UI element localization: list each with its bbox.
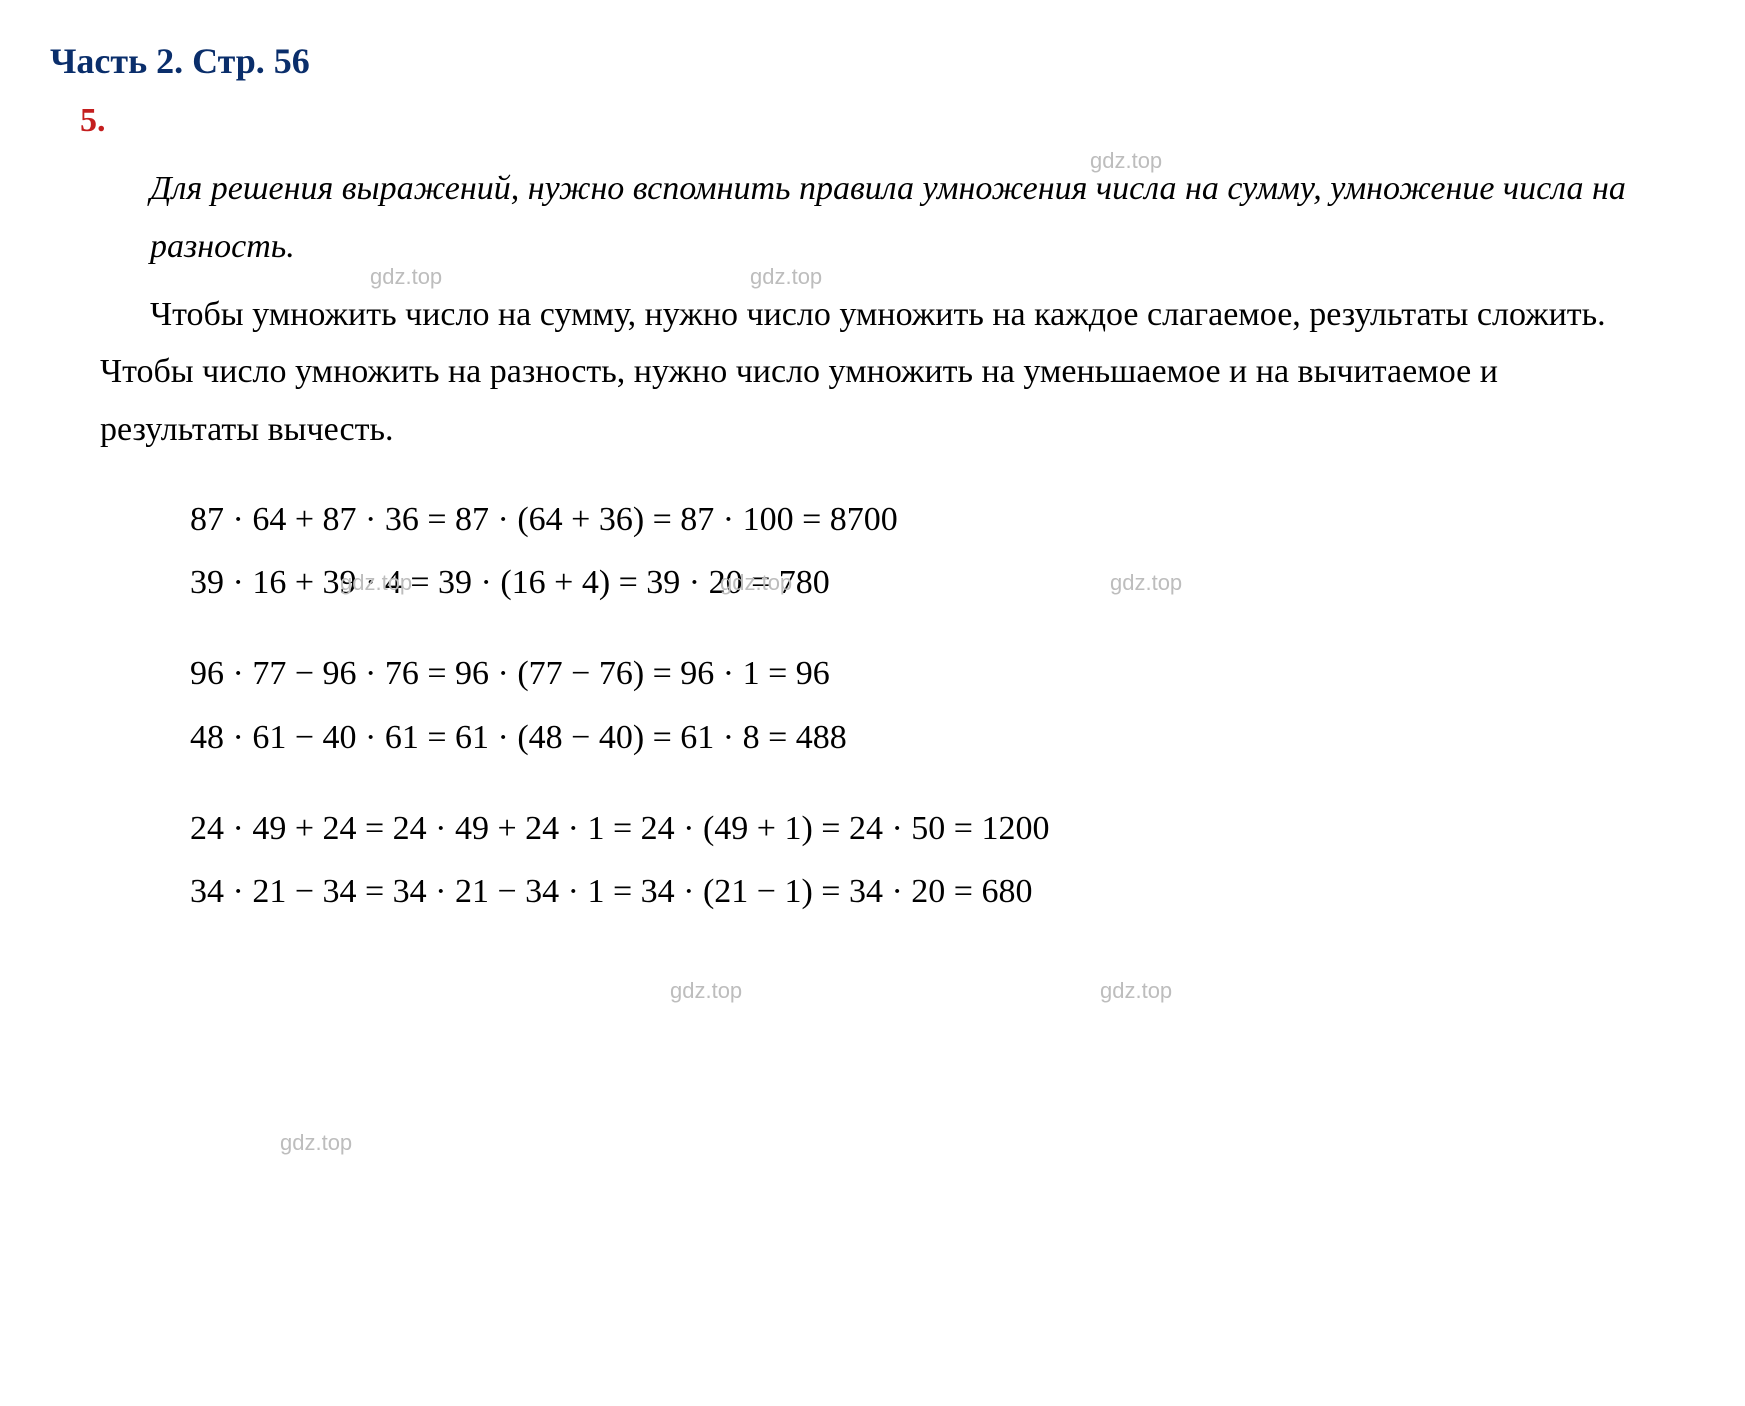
problem-number: 5. xyxy=(80,102,1695,140)
equation-line: 24 · 49 + 24 = 24 · 49 + 24 · 1 = 24 · (… xyxy=(190,798,1695,859)
equation-block-1: 87 · 64 + 87 · 36 = 87 · (64 + 36) = 87 … xyxy=(190,489,1695,613)
italic-paragraph: Для решения выражений, нужно вспомнить п… xyxy=(150,160,1645,276)
page-content: gdz.top gdz.top gdz.top gdz.top gdz.top … xyxy=(50,40,1695,922)
watermark: gdz.top xyxy=(670,978,742,1004)
equation-block-2: 96 · 77 − 96 · 76 = 96 · (77 − 76) = 96 … xyxy=(190,643,1695,767)
watermark: gdz.top xyxy=(280,1130,352,1156)
equation-block-3: 24 · 49 + 24 = 24 · 49 + 24 · 1 = 24 · (… xyxy=(190,798,1695,922)
equation-line: 39 · 16 + 39 · 4 = 39 · (16 + 4) = 39 · … xyxy=(190,552,1695,613)
page-header: Часть 2. Стр. 56 xyxy=(50,40,1695,82)
equation-line: 34 · 21 − 34 = 34 · 21 − 34 · 1 = 34 · (… xyxy=(190,861,1695,922)
watermark: gdz.top xyxy=(1100,978,1172,1004)
equation-line: 96 · 77 − 96 · 76 = 96 · (77 − 76) = 96 … xyxy=(190,643,1695,704)
equation-line: 87 · 64 + 87 · 36 = 87 · (64 + 36) = 87 … xyxy=(190,489,1695,550)
equation-line: 48 · 61 − 40 · 61 = 61 · (48 − 40) = 61 … xyxy=(190,707,1695,768)
body-paragraph: Чтобы умножить число на сумму, нужно чис… xyxy=(100,286,1645,459)
